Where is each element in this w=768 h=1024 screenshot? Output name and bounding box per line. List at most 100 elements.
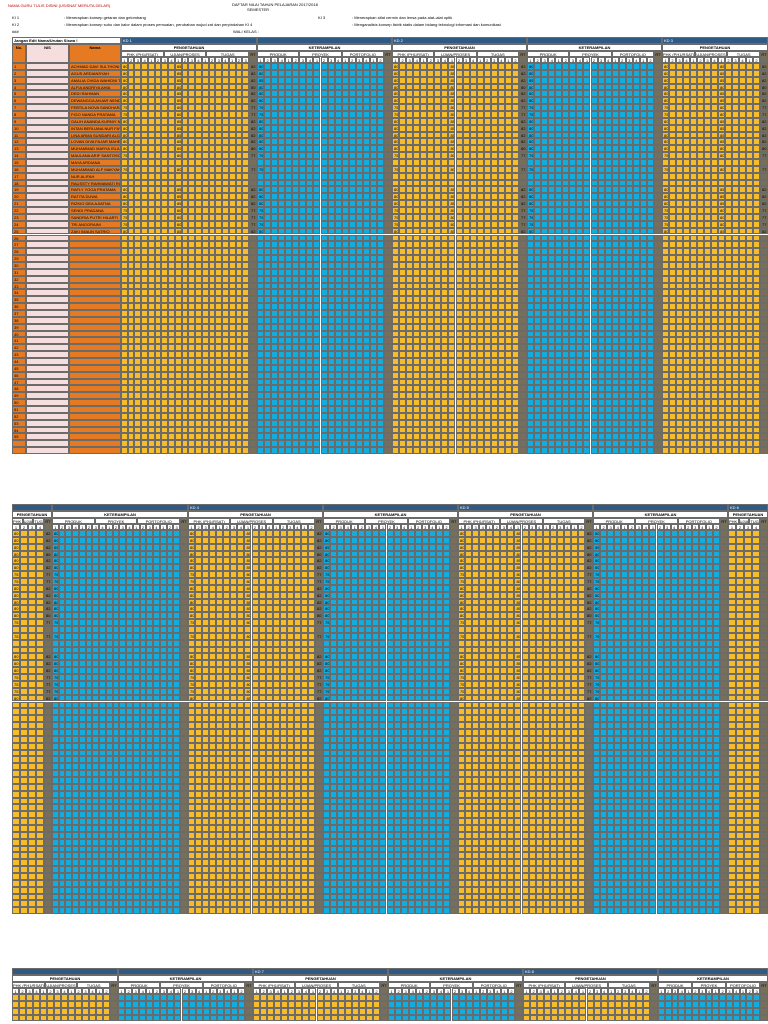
- pengetahuan-score-cell: 80: [121, 90, 128, 97]
- pengetahuan-score-cell: [202, 104, 209, 111]
- pengetahuan-score-cell: [195, 90, 202, 97]
- keterampilan-score-cell: [377, 97, 384, 104]
- keterampilan-score-cell: [328, 70, 335, 77]
- keterampilan-score-cell: [555, 90, 562, 97]
- keterampilan-score-cell: [619, 97, 626, 104]
- pengetahuan-score-cell: [463, 63, 470, 70]
- pengetahuan-score-cell: [746, 90, 753, 97]
- pengetahuan-score-cell: [128, 90, 135, 97]
- pengetahuan-score-cell: 80: [175, 104, 182, 111]
- pengetahuan-score-cell: [168, 70, 175, 77]
- pengetahuan-score-cell: [683, 77, 690, 84]
- keterampilan-score-cell: [264, 77, 271, 84]
- ki4-text: : Menganalisis konsep listrik statis dal…: [352, 22, 501, 27]
- pengetahuan-score-cell: [690, 77, 697, 84]
- keterampilan-score-cell: [349, 104, 356, 111]
- keterampilan-score-cell: [534, 90, 541, 97]
- pengetahuan-score-cell: [215, 90, 222, 97]
- section-title: PENGETAHUAN: [662, 44, 768, 51]
- col-nama-header: Nama: [69, 44, 121, 63]
- pengetahuan-score-cell: [441, 63, 448, 70]
- keterampilan-score-cell: [605, 63, 612, 70]
- keterampilan-score-cell: [605, 90, 612, 97]
- pengetahuan-score-cell: [441, 104, 448, 111]
- keterampilan-score-cell: [576, 104, 583, 111]
- pengetahuan-score-cell: 85: [718, 97, 725, 104]
- pengetahuan-score-cell: [195, 77, 202, 84]
- keterampilan-score-cell: [569, 84, 576, 91]
- keterampilan-score-cell: [271, 77, 278, 84]
- keterampilan-score-cell: [576, 84, 583, 91]
- pengetahuan-score-cell: [209, 63, 216, 70]
- keterampilan-score-cell: [299, 77, 306, 84]
- pengetahuan-score-cell: 85: [718, 70, 725, 77]
- keterampilan-score-cell: 80: [257, 90, 264, 97]
- keterampilan-score-cell: [271, 63, 278, 70]
- nis-cell: [26, 111, 69, 118]
- pengetahuan-score-cell: 80: [121, 63, 128, 70]
- keterampilan-score-cell: [640, 77, 647, 84]
- keterampilan-score-cell: [541, 63, 548, 70]
- pengetahuan-score-cell: [134, 84, 141, 91]
- keterampilan-score-cell: [548, 84, 555, 91]
- pengetahuan-score-cell: [195, 97, 202, 104]
- pengetahuan-score-cell: [148, 111, 155, 118]
- pengetahuan-score-cell: [697, 90, 704, 97]
- pengetahuan-score-cell: [242, 97, 249, 104]
- keterampilan-score-cell: [377, 90, 384, 97]
- pengetahuan-score-cell: [134, 104, 141, 111]
- pengetahuan-score-cell: [434, 90, 441, 97]
- pengetahuan-score-cell: [188, 97, 195, 104]
- pengetahuan-score-cell: [195, 104, 202, 111]
- keterampilan-score-cell: [363, 84, 370, 91]
- pengetahuan-score-cell: [161, 111, 168, 118]
- pengetahuan-score-cell: [406, 77, 413, 84]
- pengetahuan-score-cell: [236, 70, 243, 77]
- pengetahuan-score-cell: [236, 77, 243, 84]
- pengetahuan-score-cell: [732, 63, 739, 70]
- pengetahuan-score-cell: [427, 77, 434, 84]
- pengetahuan-score-cell: [669, 77, 676, 84]
- pengetahuan-score-cell: [491, 104, 498, 111]
- pengetahuan-score-cell: [420, 97, 427, 104]
- pengetahuan-score-cell: [477, 77, 484, 84]
- kd-bar: [257, 37, 392, 44]
- pengetahuan-score-cell: [477, 63, 484, 70]
- pengetahuan-score-cell: [753, 63, 760, 70]
- keterampilan-score-cell: [591, 63, 598, 70]
- section-title: PENGETAHUAN: [121, 44, 257, 51]
- pengetahuan-score-cell: [141, 63, 148, 70]
- pengetahuan-score-cell: [148, 63, 155, 70]
- keterampilan-score-cell: [583, 70, 590, 77]
- keterampilan-score-cell: [633, 84, 640, 91]
- pengetahuan-score-cell: [168, 90, 175, 97]
- pengetahuan-score-cell: [732, 70, 739, 77]
- pengetahuan-score-cell: [491, 77, 498, 84]
- pengetahuan-score-cell: [161, 70, 168, 77]
- pengetahuan-score-cell: [456, 90, 463, 97]
- pengetahuan-score-cell: [399, 90, 406, 97]
- pengetahuan-score-cell: [406, 97, 413, 104]
- pengetahuan-score-cell: [470, 97, 477, 104]
- keterampilan-score-cell: [555, 63, 562, 70]
- pengetahuan-score-cell: [406, 104, 413, 111]
- keterampilan-score-cell: [591, 104, 598, 111]
- pengetahuan-score-cell: [697, 84, 704, 91]
- pengetahuan-score-cell: [711, 90, 718, 97]
- rt-cell: [384, 77, 392, 84]
- keterampilan-score-cell: [306, 70, 313, 77]
- pengetahuan-score-cell: [236, 97, 243, 104]
- pengetahuan-score-cell: [470, 70, 477, 77]
- pengetahuan-score-cell: [182, 84, 189, 91]
- keterampilan-score-cell: [605, 104, 612, 111]
- pengetahuan-score-cell: [704, 97, 711, 104]
- pengetahuan-score-cell: 80: [662, 84, 669, 91]
- pengetahuan-score-cell: [456, 104, 463, 111]
- keterampilan-score-cell: [647, 90, 654, 97]
- pengetahuan-score-cell: [512, 84, 519, 91]
- keterampilan-score-cell: [370, 77, 377, 84]
- keterampilan-score-cell: [342, 97, 349, 104]
- pengetahuan-score-cell: [690, 97, 697, 104]
- keterampilan-score-cell: [285, 63, 292, 70]
- pengetahuan-score-cell: [746, 70, 753, 77]
